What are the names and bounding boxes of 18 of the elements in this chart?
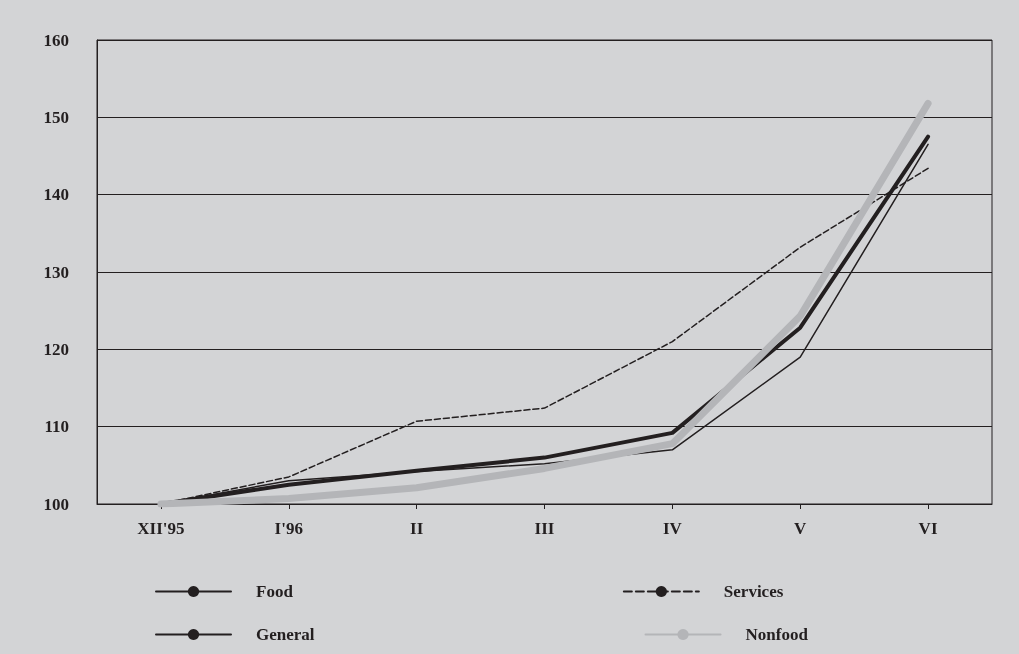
x-tick-label: I'96 xyxy=(274,519,303,538)
legend-label: General xyxy=(256,625,315,644)
y-tick-label: 140 xyxy=(43,185,69,205)
legend-label: Services xyxy=(723,582,784,601)
y-tick-label: 110 xyxy=(44,417,69,437)
y-tick-label: 120 xyxy=(43,339,69,359)
y-tick-label: 130 xyxy=(43,262,69,282)
x-tick-label: IV xyxy=(662,519,683,538)
x-tick-label: II xyxy=(410,519,424,538)
x-tick-label: XII'95 xyxy=(137,519,185,538)
x-tick-label: V xyxy=(794,519,808,538)
legend-label: Nonfood xyxy=(745,625,809,644)
y-tick-label: 100 xyxy=(43,494,69,514)
y-tick-label: 160 xyxy=(43,30,69,50)
legend-label: Food xyxy=(256,582,294,601)
y-tick-label: 150 xyxy=(43,107,69,127)
x-tick-label: III xyxy=(534,519,555,538)
x-tick-label: VI xyxy=(918,519,938,538)
